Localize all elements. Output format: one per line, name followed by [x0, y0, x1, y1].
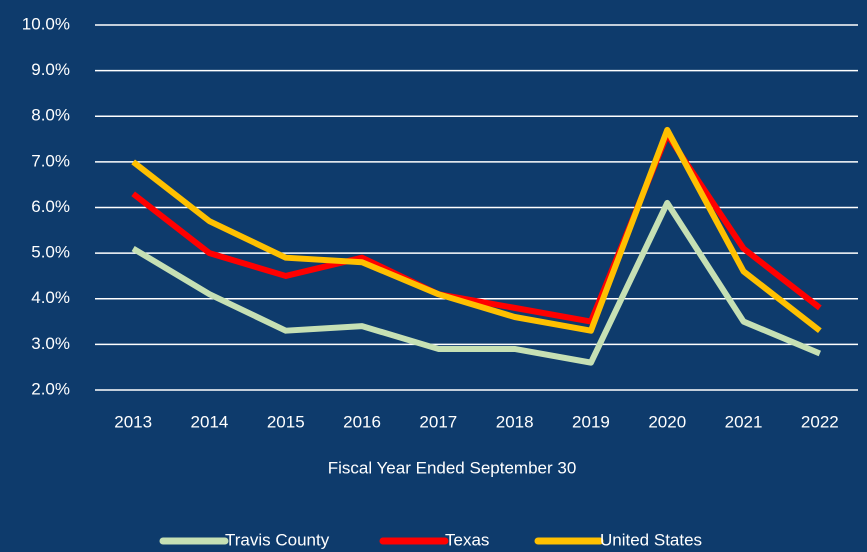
series-line [131, 126, 822, 334]
x-tick-label: 2017 [419, 412, 457, 431]
x-tick-label: 2014 [191, 412, 229, 431]
x-tick-label: 2015 [267, 412, 305, 431]
series-line [131, 199, 822, 366]
y-tick-label: 4.0% [31, 288, 70, 307]
legend-label: United States [600, 530, 702, 549]
x-tick-label: 2019 [572, 412, 610, 431]
series-line [131, 131, 822, 325]
y-tick-label: 9.0% [31, 60, 70, 79]
y-tick-label: 7.0% [31, 151, 70, 170]
y-tick-label: 2.0% [31, 379, 70, 398]
y-tick-label: 8.0% [31, 106, 70, 125]
x-tick-label: 2018 [496, 412, 534, 431]
x-axis-label: Fiscal Year Ended September 30 [328, 458, 577, 477]
y-tick-label: 10.0% [22, 14, 70, 33]
y-tick-label: 6.0% [31, 197, 70, 216]
x-tick-label: 2016 [343, 412, 381, 431]
x-tick-label: 2020 [648, 412, 686, 431]
x-tick-label: 2022 [801, 412, 839, 431]
legend-label: Travis County [225, 530, 330, 549]
y-tick-label: 5.0% [31, 243, 70, 262]
legend-label: Texas [445, 530, 489, 549]
x-tick-label: 2021 [725, 412, 763, 431]
y-tick-label: 3.0% [31, 334, 70, 353]
x-tick-label: 2013 [114, 412, 152, 431]
